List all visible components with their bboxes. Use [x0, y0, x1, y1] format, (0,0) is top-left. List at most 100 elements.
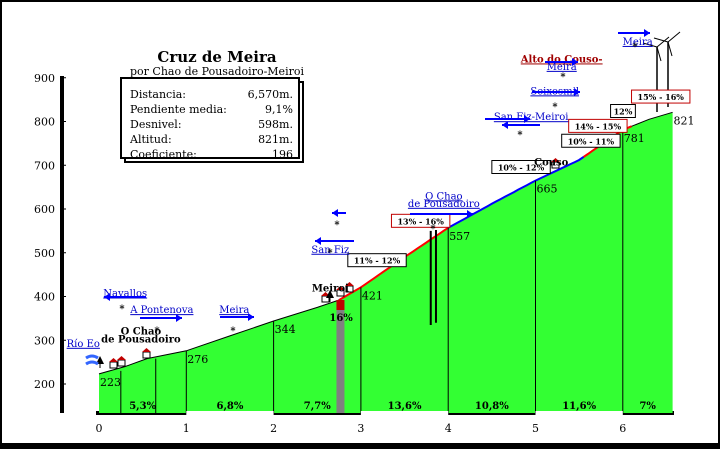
direction-arrow: [332, 209, 346, 217]
peak-grade-label: 16%: [329, 313, 353, 324]
segment-slope-label: 7%: [639, 401, 656, 412]
y-tick-label: 300: [34, 334, 55, 347]
grade-box: 10% - 11%: [561, 133, 621, 148]
segment-slope-label: 10,8%: [475, 401, 509, 412]
grade-box-label: 11% - 12%: [354, 256, 401, 266]
grade-box-label: 10% - 12%: [498, 163, 545, 173]
steep-section-bar: [336, 300, 345, 413]
direction-arrow: [220, 313, 254, 321]
place-label: Río Eo: [67, 339, 100, 350]
grade-box: 13% - 16%: [390, 213, 451, 228]
elevation-label: 276: [187, 353, 208, 366]
chart-title: Cruz de Meira: [157, 48, 276, 66]
chart-subtitle: por Chao de Pousadoiro-Meiroi: [130, 65, 304, 78]
y-tick-label: 700: [34, 159, 55, 172]
place-label: San Fiz: [311, 245, 349, 256]
star-marker: *: [517, 130, 523, 141]
star-marker: *: [334, 220, 340, 231]
profile-area: [99, 112, 673, 414]
place-label: Couso: [534, 157, 569, 168]
grade-box-label: 13% - 16%: [397, 216, 444, 226]
y-tick-label: 500: [34, 247, 55, 260]
x-tick-label: 3: [357, 422, 364, 435]
direction-arrow: [410, 210, 473, 218]
direction-arrow: [532, 88, 580, 96]
elevation-label: 557: [449, 230, 470, 243]
direction-arrow: [502, 121, 540, 129]
y-tick-label: 900: [34, 72, 55, 85]
info-value: 598m.: [258, 118, 293, 131]
elevation-label: 821: [674, 114, 695, 127]
grade-box-label: 10% - 11%: [568, 136, 615, 146]
grade-box-label: 14% - 15%: [575, 121, 622, 131]
elevation-label: 344: [275, 323, 296, 336]
house-icon: [117, 356, 126, 367]
info-label: Distancia:: [130, 88, 186, 101]
place-label: A Pontenova: [129, 305, 193, 316]
star-marker: *: [230, 326, 236, 337]
segment-slope-label: 5,3%: [129, 401, 156, 412]
tree-icon: [326, 290, 334, 302]
elevation-label: 665: [537, 183, 558, 196]
info-value: 6,570m.: [248, 88, 293, 101]
tree-icon: [96, 356, 104, 368]
info-box: Distancia: 6,570m. Pendiente media: 9,1% Des…: [120, 77, 304, 163]
info-value: 9,1%: [265, 103, 293, 116]
place-label: O Chao: [121, 327, 162, 338]
direction-arrow: [140, 314, 182, 322]
x-tick-label: 1: [183, 422, 190, 435]
segment-strip: [535, 411, 623, 415]
place-label: de Pousadoiro: [408, 199, 480, 210]
star-marker: *: [327, 248, 333, 259]
grade-box-label: 12%: [614, 107, 633, 117]
segment-slope-label: 11,6%: [562, 401, 596, 412]
info-label: Altitud:: [129, 133, 172, 146]
segment-strip: [360, 411, 449, 415]
y-tick-label: 400: [34, 291, 55, 304]
place-label: Meiroi: [312, 283, 349, 294]
elevation-label: 223: [100, 376, 121, 389]
info-label: Desnivel:: [130, 118, 182, 131]
y-tick-label: 800: [34, 116, 55, 129]
info-value: 196: [272, 148, 293, 161]
house-icon: [336, 286, 345, 297]
house-icon: [142, 348, 151, 359]
place-label: Meira: [623, 37, 653, 48]
x-tick-label: 2: [270, 422, 277, 435]
info-label: Pendiente media:: [130, 103, 227, 116]
direction-arrow: [104, 293, 146, 301]
place-label: Meira: [219, 305, 249, 316]
x-tick-label: 6: [619, 422, 626, 435]
steep-section-cap: [336, 300, 345, 310]
x-tick-label: 5: [532, 422, 539, 435]
y-tick-label: 200: [34, 378, 55, 391]
grade-box: 14% - 15%: [568, 118, 628, 133]
grade-box: 11% - 12%: [347, 253, 407, 268]
segment-strip: [186, 411, 274, 415]
info-value: 821m.: [258, 133, 293, 146]
elevation-label: 781: [624, 132, 645, 145]
place-label: O Chao: [425, 191, 462, 202]
house-icon: [109, 358, 118, 369]
x-tick-label: 4: [445, 422, 452, 435]
place-label: San Fiz-Meiroi: [494, 112, 569, 123]
star-marker: *: [119, 304, 125, 315]
grade-box: 12%: [610, 104, 636, 118]
star-marker: *: [560, 72, 566, 83]
star-marker: *: [632, 42, 638, 53]
grade-box-label: 15% - 16%: [638, 92, 685, 102]
star-marker: *: [552, 102, 558, 113]
place-label: Navallos: [103, 289, 147, 300]
segment-slope-label: 6,8%: [216, 401, 243, 412]
grade-box: 10% - 12%: [491, 160, 551, 174]
direction-arrow: [545, 58, 578, 66]
place-label: Meira: [547, 62, 577, 73]
x-tick-label: 0: [96, 422, 103, 435]
place-label: de Pousadoiro: [101, 334, 181, 345]
star-marker: *: [430, 224, 436, 235]
house-icon: [551, 158, 560, 169]
info-label: Coeficiente:: [130, 148, 197, 161]
star-marker: *: [154, 326, 160, 337]
